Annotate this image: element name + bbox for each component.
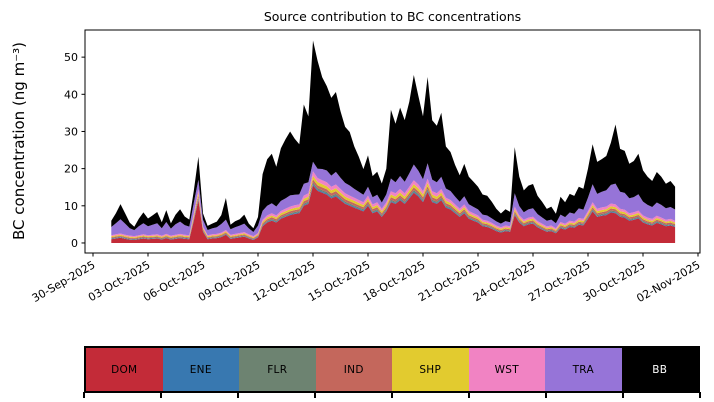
legend-item-flr: FLR (239, 348, 316, 391)
legend-boundary-tick (160, 392, 162, 398)
legend-boundary-tick (545, 392, 547, 398)
legend-boundary-tick (622, 392, 624, 398)
legend-item-label: DOM (111, 363, 138, 376)
y-tick-label: 20 (64, 163, 78, 176)
y-tick-label: 0 (71, 237, 78, 250)
legend-bar: DOM ENE FLR IND SHP WST TRA BB (84, 346, 700, 393)
chart-title: Source contribution to BC concentrations (263, 9, 522, 24)
legend-item-label: BB (652, 363, 668, 376)
x-tick-label: 30-Sep-2025 (30, 258, 98, 305)
legend-item-dom: DOM (86, 348, 163, 391)
y-tick-label: 50 (64, 51, 78, 64)
legend-item-shp: SHP (392, 348, 469, 391)
legend-boundary-tick (699, 392, 701, 398)
y-tick-label: 10 (64, 200, 78, 213)
axes-spines (84, 29, 701, 254)
legend-boundary-tick (237, 392, 239, 398)
legend-item-label: SHP (419, 363, 442, 376)
legend-item-label: ENE (189, 363, 212, 376)
y-tick-label: 30 (64, 125, 78, 138)
legend-item-tra: TRA (545, 348, 622, 391)
legend-boundary-tick (83, 392, 85, 398)
legend-item-label: IND (343, 363, 364, 376)
area-dom (111, 185, 676, 243)
legend-item-bb: BB (621, 348, 698, 391)
legend-item-label: WST (494, 363, 519, 376)
area-bb (111, 40, 676, 232)
legend-boundary-tick (468, 392, 470, 398)
legend-item-label: FLR (267, 363, 288, 376)
y-tick-label: 40 (64, 88, 78, 101)
legend-item-ind: IND (315, 348, 392, 391)
area-tra (111, 161, 676, 237)
legend-boundary-tick (314, 392, 316, 398)
legend-item-ene: ENE (162, 348, 239, 391)
legend-item-label: TRA (572, 363, 594, 376)
legend-item-wst: WST (468, 348, 545, 391)
y-axis-label: BC concentration (ng m⁻³) (10, 42, 28, 240)
legend-boundary-tick (391, 392, 393, 398)
